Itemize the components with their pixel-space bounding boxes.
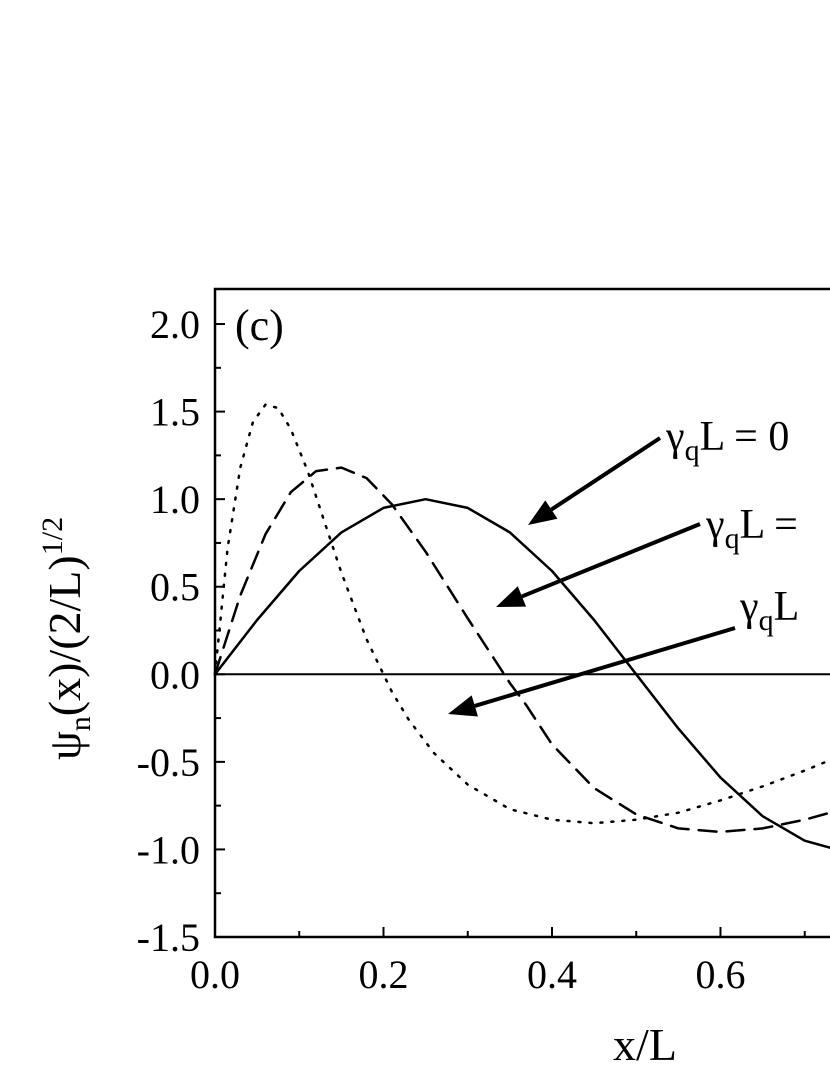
annotation-arrows [448,436,736,717]
axis-ticks: -1.5 -1.0 -0.5 0.0 0.5 1.0 1.5 2.0 0.0 0.2 0.4 0.6 [137,302,806,997]
x-tick-label-2: 0.4 [527,952,577,997]
annotation-arrow-2 [474,626,736,708]
annotation-arrowhead-2 [448,695,478,717]
series-line-2 [213,403,830,825]
y-axis-title: ψn(x)/(2/L)1/2 [36,517,97,760]
plot-frame [213,287,830,939]
y-tick-label-0: -1.5 [137,915,200,960]
series-line-1 [213,466,830,834]
annotation-1-prefix: γ [705,502,725,548]
y-axis-body: (x)/(2/L) [39,555,90,716]
series-line-0 [213,497,830,849]
annotation-1-suffix: L = [740,502,798,548]
panel-label: (c) [235,301,284,350]
annotation-1: γqL = [705,502,798,555]
series-group [213,403,830,849]
y-tick-label-6: 1.5 [150,390,200,435]
y-tick-label-4: 0.5 [150,565,200,610]
x-tick-label-3: 0.6 [695,952,745,997]
y-tick-label-3: 0.0 [150,652,200,697]
annotation-0-suffix: L = 0 [700,414,790,460]
x-tick-label-1: 0.2 [358,952,408,997]
annotation-arrow-0 [550,436,662,512]
annotation-arrowhead-0 [528,500,558,525]
y-tick-label-7: 2.0 [150,302,200,347]
annotation-2: γqL [739,584,799,637]
y-tick-label-1: -1.0 [137,827,200,872]
annotation-0: γqL = 0 [665,414,789,467]
y-axis-psi: ψ [39,731,90,760]
y-axis-subscript: n [64,716,97,731]
annotation-arrow-1 [521,522,701,599]
y-tick-label-5: 1.0 [150,477,200,522]
annotation-0-sub: q [685,434,700,467]
annotation-0-prefix: γ [665,414,685,460]
annotation-1-sub: q [725,522,740,555]
x-tick-label-0: 0.0 [190,952,240,997]
x-axis-title: x/L [613,1019,677,1070]
y-axis-superscript: 1/2 [36,517,69,555]
annotation-arrowhead-1 [496,586,527,607]
annotation-2-prefix: γ [739,584,759,630]
annotation-2-sub: q [759,604,774,637]
y-tick-label-2: -0.5 [137,740,200,785]
annotation-2-suffix: L [774,584,800,630]
